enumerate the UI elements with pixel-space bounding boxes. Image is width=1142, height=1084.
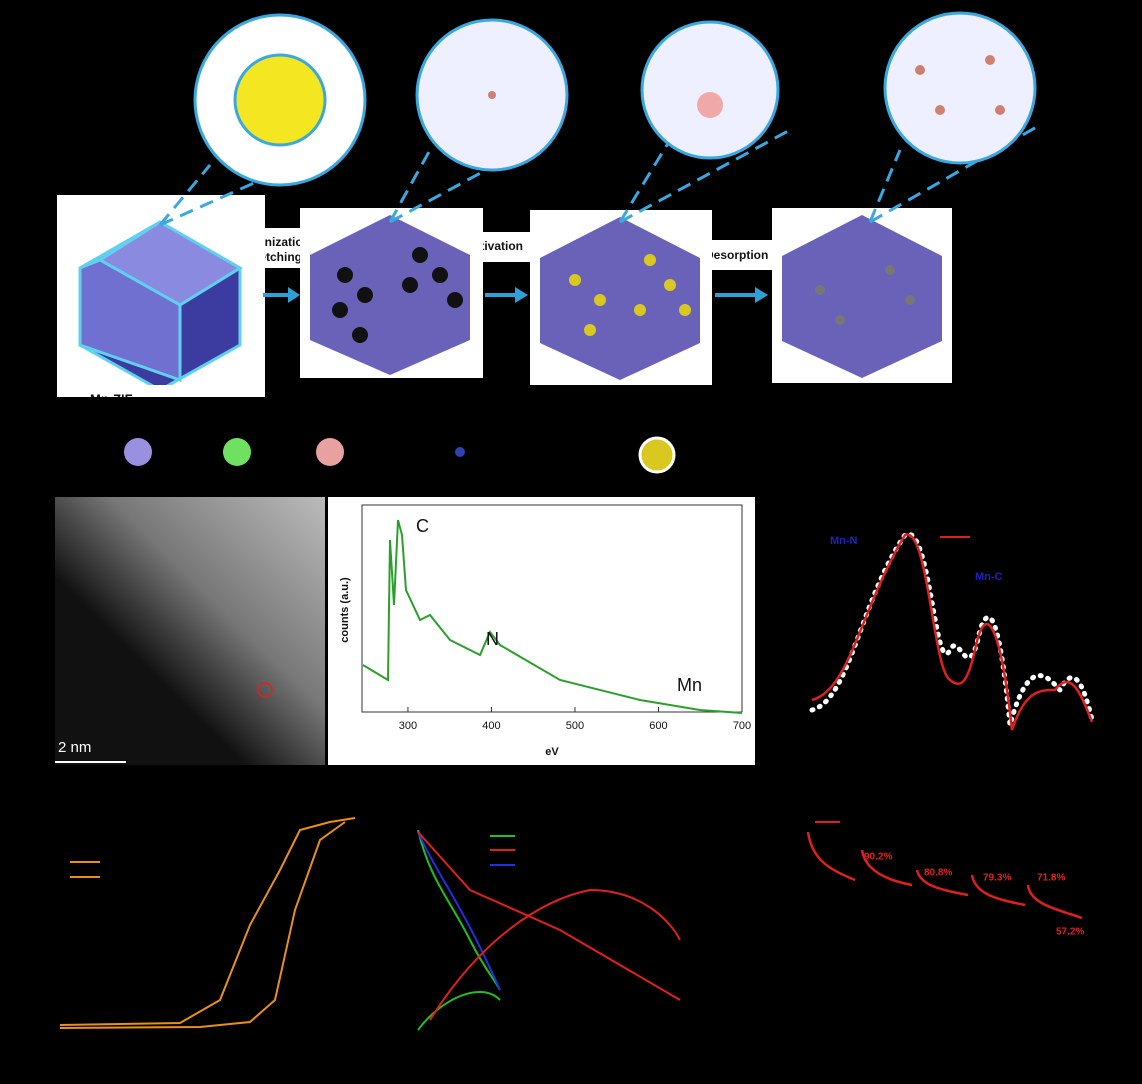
x-axis-label: eV [545, 746, 559, 758]
plot-frame [361, 504, 743, 713]
curve [417, 831, 681, 1001]
stability-curves [806, 831, 1083, 920]
label-bg [57, 385, 265, 397]
retention-label: 80.8% [924, 868, 952, 879]
single-atom-marker [257, 682, 273, 698]
curve [417, 990, 501, 1031]
eels-spectrum [362, 519, 743, 714]
retention-label: 57.2% [1056, 927, 1084, 938]
y-axis-label: counts (a.u.) [339, 577, 351, 643]
x-tick-label: 500 [566, 720, 584, 732]
exafs-data [811, 533, 1094, 731]
particles [569, 254, 915, 336]
peak-label: Mn [677, 675, 702, 695]
step-label: Desorption [705, 248, 768, 262]
curve [417, 831, 501, 991]
curve [429, 888, 681, 1021]
eels-panel [328, 497, 755, 765]
bond-label: Mn-N [830, 535, 858, 547]
mask [0, 397, 300, 417]
curve [417, 829, 501, 991]
curve [59, 821, 346, 1029]
pores [332, 247, 463, 343]
x-tick-label: 700 [733, 720, 751, 732]
face [78, 258, 182, 383]
atom [488, 91, 496, 99]
legend-sphere [638, 436, 676, 474]
legend-sphere [124, 438, 152, 466]
atom [697, 92, 723, 118]
legend-sphere [316, 438, 344, 466]
scale-label: 2 nm [58, 739, 91, 756]
curve [59, 817, 356, 1026]
arrows [263, 287, 768, 303]
peak-label: N [486, 629, 499, 649]
legend-sphere [223, 438, 251, 466]
x-tick-label: 300 [399, 720, 417, 732]
retention-label: 90.2% [864, 852, 892, 863]
retention-label: 71.8% [1037, 873, 1065, 884]
zoom-circles [193, 11, 1037, 187]
atoms [915, 55, 1005, 115]
x-tick-label: 400 [482, 720, 500, 732]
bond-label: Mn-C [975, 571, 1003, 583]
carbon-particles [300, 208, 952, 385]
x-tick-label: 600 [649, 720, 667, 732]
legend-molecule [455, 447, 465, 457]
stem-image [55, 497, 325, 765]
retention-label: 79.3% [983, 873, 1011, 884]
peak-label: C [416, 516, 429, 536]
